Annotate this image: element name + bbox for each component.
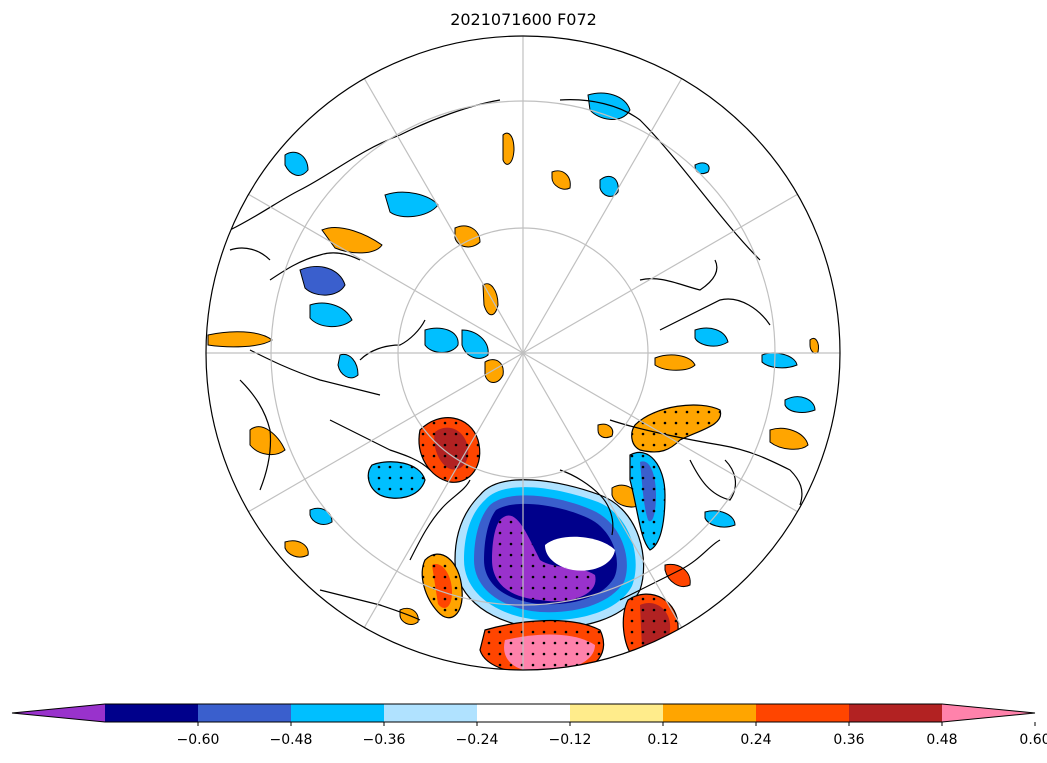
colorbar: −0.60 −0.48 −0.36 −0.24 −0.12 0.12 0.24 0.36 0.4…: [11, 703, 1047, 748]
colorbar-tick-label: 0.60: [1019, 732, 1047, 748]
colorbar-segment: [384, 704, 477, 722]
colorbar-segment: [570, 704, 663, 722]
graticule: [206, 36, 840, 670]
neg-anomaly-core-dots: [492, 515, 596, 602]
colorbar-tick-label: 0.36: [833, 732, 864, 748]
colorbar-outline: [11, 703, 1036, 723]
colorbar-tick-label: −0.48: [270, 732, 313, 748]
colorbar-segment: [105, 704, 198, 722]
colorbar-segment: [12, 704, 105, 722]
colorbar-segment: [849, 704, 942, 722]
map-boundary: [205, 35, 841, 671]
polar-map: [205, 35, 841, 671]
colorbar-segments: [11, 703, 1036, 723]
neg-anomaly-hole: [545, 536, 615, 571]
colorbar-tick-label: −0.24: [456, 732, 499, 748]
colorbar-tick-label: −0.12: [549, 732, 592, 748]
colorbar-tick-label: 0.24: [740, 732, 771, 748]
colorbar-segment: [291, 704, 384, 722]
colorbar-segment: [942, 704, 1035, 722]
colorbar-ticks: −0.60 −0.48 −0.36 −0.24 −0.12 0.12 0.24 0.36 0.4…: [177, 722, 1047, 748]
colorbar-segment: [663, 704, 756, 722]
colorbar-segment: [477, 704, 570, 722]
colorbar-tick-label: 0.12: [647, 732, 678, 748]
colorbar-tick-label: −0.36: [363, 732, 406, 748]
colorbar-segment: [756, 704, 849, 722]
map-title: 2021071600 F072: [450, 10, 597, 29]
colorbar-tick-label: −0.60: [177, 732, 220, 748]
colorbar-segment: [198, 704, 291, 722]
colorbar-tick-label: 0.48: [926, 732, 957, 748]
anomaly-fields: [207, 92, 819, 670]
